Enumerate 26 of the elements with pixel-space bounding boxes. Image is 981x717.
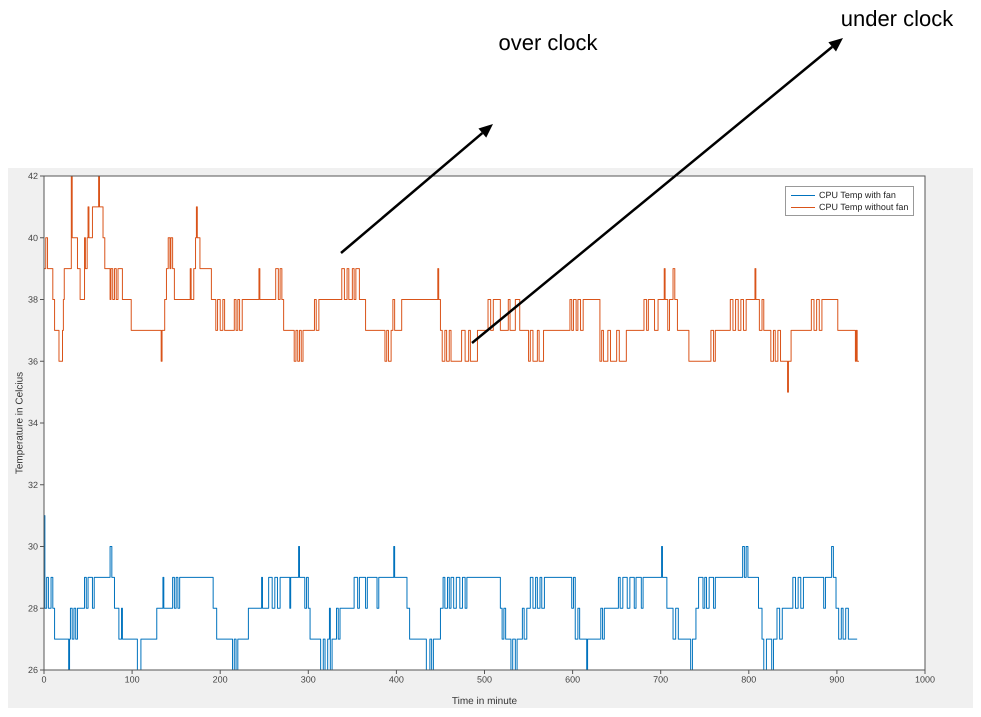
y-tick-label: 34 (28, 418, 38, 428)
x-axis-title: Time in minute (452, 696, 518, 707)
legend-label: CPU Temp without fan (819, 201, 908, 213)
x-tick-label: 1000 (914, 674, 936, 684)
legend-label: CPU Temp with fan (819, 189, 896, 201)
x-tick-label: 600 (565, 674, 580, 684)
y-tick-label: 36 (28, 356, 38, 366)
x-tick-label: 0 (41, 674, 47, 684)
x-tick-label: 100 (124, 674, 140, 684)
y-tick-label: 30 (28, 542, 38, 552)
y-tick-label: 42 (28, 171, 38, 182)
x-tick-label: 900 (829, 674, 844, 684)
x-tick-label: 300 (300, 674, 316, 684)
y-tick-label: 26 (28, 665, 38, 676)
text: under clock (840, 6, 954, 31)
x-tick-label: 800 (741, 674, 756, 684)
y-tick-label: 40 (28, 232, 38, 243)
y-tick-label: 32 (28, 480, 38, 490)
x-tick-label: 400 (388, 674, 404, 684)
y-tick-label: 28 (28, 603, 38, 614)
y-axis-title: Temperature in Celcius (14, 372, 26, 474)
x-tick-label: 500 (476, 674, 492, 684)
text: over clock (498, 30, 599, 55)
x-tick-label: 700 (653, 674, 668, 684)
x-tick-label: 200 (212, 674, 228, 684)
y-tick-label: 38 (28, 294, 38, 305)
